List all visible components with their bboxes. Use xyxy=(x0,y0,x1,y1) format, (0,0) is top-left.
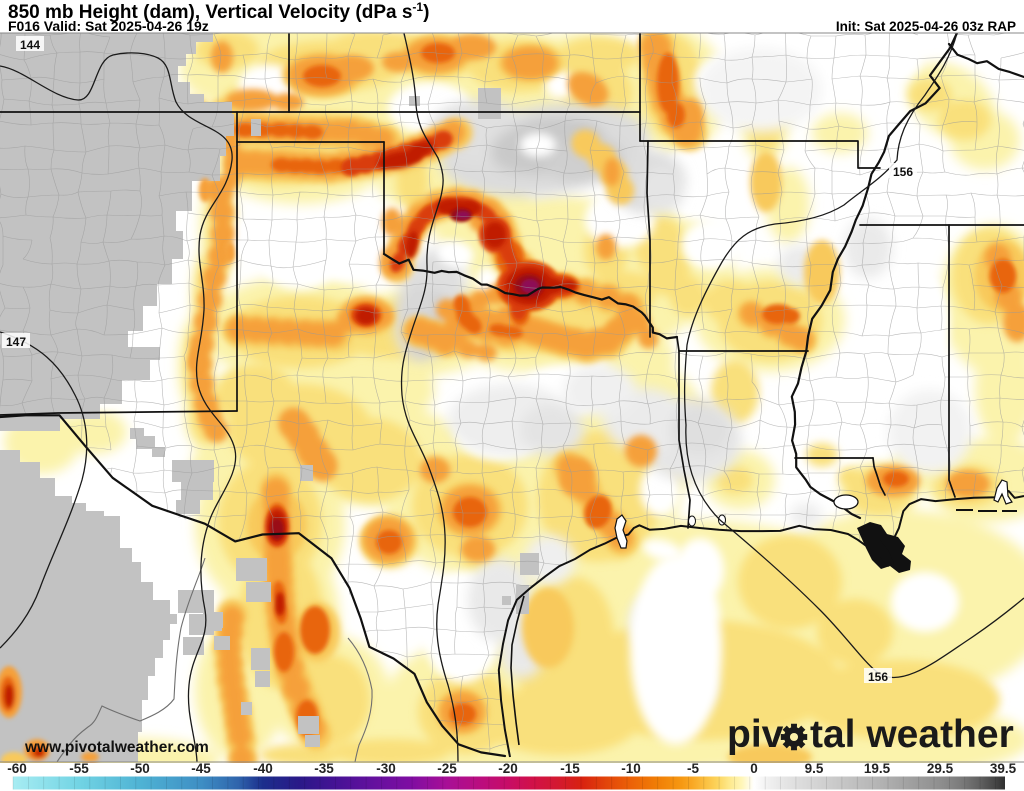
svg-text:-30: -30 xyxy=(376,761,396,776)
svg-text:-25: -25 xyxy=(437,761,457,776)
svg-text:144: 144 xyxy=(20,38,40,52)
svg-text:-50: -50 xyxy=(130,761,150,776)
svg-text:Init: Sat 2025-04-26 03z RAP: Init: Sat 2025-04-26 03z RAP xyxy=(836,19,1016,34)
svg-text:www.pivotalweather.com: www.pivotalweather.com xyxy=(24,739,209,756)
svg-text:850 mb Height (dam), Vertical: 850 mb Height (dam), Vertical Velocity (… xyxy=(8,0,429,23)
svg-text:156: 156 xyxy=(868,670,888,684)
svg-text:-5: -5 xyxy=(687,761,699,776)
svg-text:-60: -60 xyxy=(7,761,27,776)
svg-text:39.5: 39.5 xyxy=(990,761,1017,776)
svg-text:-45: -45 xyxy=(191,761,211,776)
svg-text:piv: piv xyxy=(727,713,784,756)
svg-text:-20: -20 xyxy=(498,761,518,776)
svg-text:147: 147 xyxy=(6,335,26,349)
svg-text:19.5: 19.5 xyxy=(864,761,891,776)
svg-text:-10: -10 xyxy=(621,761,641,776)
svg-text:-55: -55 xyxy=(69,761,89,776)
svg-text:9.5: 9.5 xyxy=(805,761,824,776)
svg-text:29.5: 29.5 xyxy=(927,761,954,776)
svg-text:tal weather: tal weather xyxy=(810,713,1014,756)
svg-text:0: 0 xyxy=(750,761,758,776)
svg-text:-15: -15 xyxy=(560,761,580,776)
svg-text:-35: -35 xyxy=(314,761,334,776)
svg-text:156: 156 xyxy=(893,165,913,179)
svg-text:F016 Valid: Sat 2025-04-26 19z: F016 Valid: Sat 2025-04-26 19z xyxy=(8,18,209,34)
svg-text:-40: -40 xyxy=(253,761,273,776)
